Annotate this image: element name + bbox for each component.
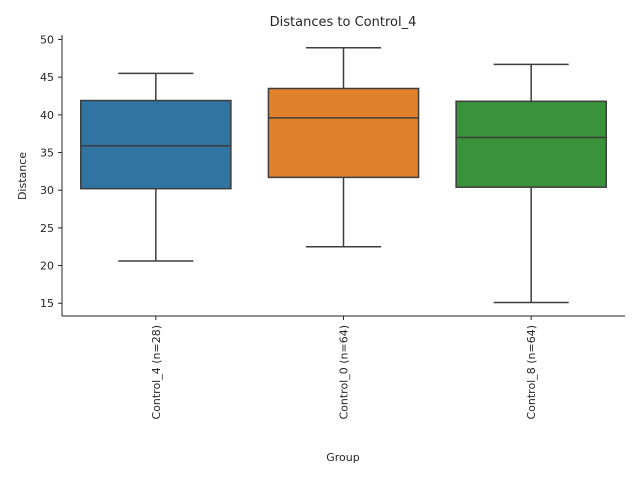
y-axis-label: Distance (16, 152, 29, 200)
box-group (80, 72, 232, 262)
y-tick-label: 40 (40, 109, 54, 122)
box-iqr (267, 87, 420, 179)
y-tick-label: 25 (40, 222, 54, 235)
plot-area (80, 47, 607, 304)
x-axis-label: Group (326, 451, 360, 464)
box-group (455, 63, 607, 304)
y-tick-label: 30 (40, 184, 54, 197)
x-axis-ticks: Control_4 (n=28) Control_0 (n=64) Control_… (150, 316, 538, 420)
box-iqr (80, 99, 232, 190)
y-tick-label: 15 (40, 297, 54, 310)
box-iqr (455, 100, 607, 188)
y-axis-ticks: 15 20 25 30 35 40 45 50 (40, 34, 62, 310)
x-tick-label: Control_8 (n=64) (525, 325, 538, 420)
y-tick-label: 35 (40, 147, 54, 160)
x-tick-label: Control_4 (n=28) (150, 325, 163, 420)
y-tick-label: 50 (40, 34, 54, 47)
x-tick-label: Control_0 (n=64) (338, 325, 351, 420)
y-tick-label: 20 (40, 260, 54, 273)
box-group (267, 47, 420, 248)
y-tick-label: 45 (40, 71, 54, 84)
chart-title: Distances to Control_4 (270, 15, 417, 30)
